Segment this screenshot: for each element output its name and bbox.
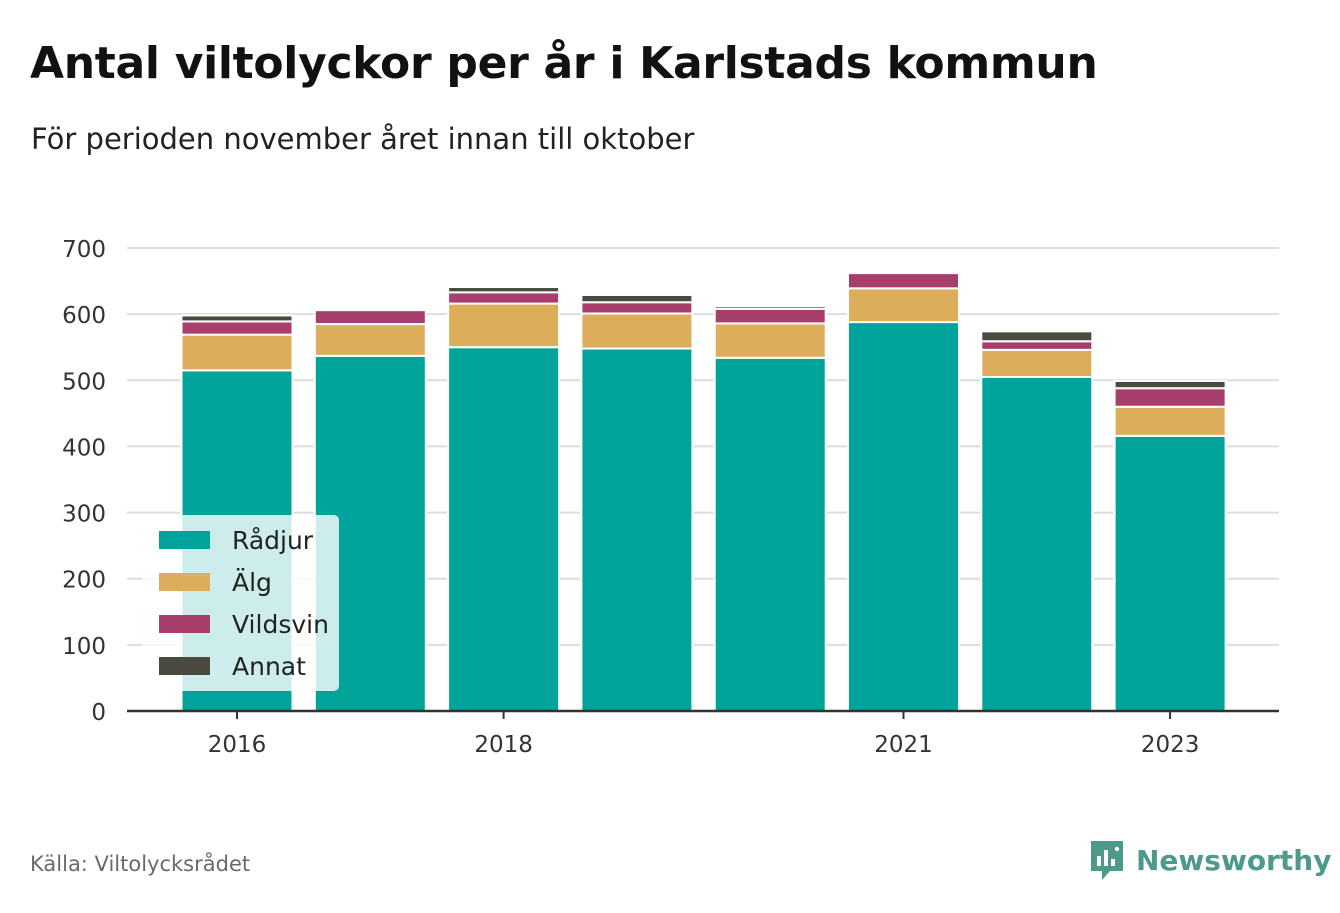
- bar-segment-vildsvin-2020: [713, 307, 827, 325]
- bar-segment-annat-2018: [447, 286, 561, 294]
- x-tick-label: 2018: [474, 732, 533, 758]
- legend-swatch: [159, 657, 210, 675]
- bar-segment-annat-2019: [580, 293, 694, 304]
- chart-subtitle: För perioden november året innan till ok…: [31, 122, 695, 156]
- legend-label: Rådjur: [232, 526, 314, 555]
- bar-segment-rådjur-2019: [580, 347, 694, 712]
- bar-segment-rådjur-2021: [847, 321, 960, 712]
- bar-segment-älg-2018: [447, 302, 561, 349]
- legend-swatch: [159, 615, 210, 633]
- bar-segment-rådjur-2018: [447, 346, 561, 712]
- newsworthy-logo-icon: [1091, 841, 1123, 880]
- legend-label: Annat: [232, 652, 306, 681]
- y-axis-tick-labels: 0 100 200 300 400 500 600 700: [62, 237, 106, 726]
- bar-segment-rådjur-2022: [980, 375, 1094, 712]
- bar-segment-vildsvin-2022: [980, 340, 1094, 351]
- y-tick-label: 500: [62, 369, 106, 395]
- brand-logo: Newsworthy: [1088, 838, 1331, 882]
- x-axis: 2016 2018 2021 2023: [127, 709, 1279, 758]
- bar-segment-älg-2021: [847, 287, 960, 324]
- x-tick-label: 2016: [208, 732, 267, 758]
- bar-segment-älg-2017: [313, 323, 427, 357]
- brand-name: Newsworthy: [1136, 843, 1332, 877]
- bar-segment-älg-2022: [980, 348, 1094, 378]
- y-tick-label: 400: [62, 435, 106, 461]
- bar-segment-älg-2023: [1113, 405, 1227, 437]
- bar-segment-vildsvin-2023: [1113, 387, 1227, 408]
- x-tick-label: 2023: [1141, 732, 1200, 758]
- legend-box: [142, 515, 339, 691]
- bar-segment-vildsvin-2018: [447, 291, 561, 305]
- legend-item-vildsvin: Vildsvin: [159, 610, 329, 639]
- bar-segment-älg-2016: [180, 333, 294, 372]
- bar-stack-2022: [980, 330, 1094, 712]
- y-tick-label: 600: [62, 303, 106, 329]
- source-note: Källa: Viltolycksrådet: [30, 852, 251, 876]
- bar-segment-vildsvin-2017: [313, 309, 427, 326]
- bar-segment-älg-2019: [580, 312, 694, 350]
- bar-segment-vildsvin-2016: [180, 320, 294, 336]
- y-tick-label: 0: [91, 700, 106, 726]
- bar-segment-rådjur-2023: [1113, 434, 1227, 712]
- legend: Rådjur Älg Vildsvin Annat: [142, 515, 339, 691]
- bar-segment-annat-2020: [713, 305, 827, 310]
- bar-segment-annat-2023: [1113, 379, 1227, 390]
- legend-label: Vildsvin: [232, 610, 329, 639]
- bar-stack-2018: [447, 286, 561, 712]
- bar-segment-vildsvin-2021: [847, 272, 960, 290]
- x-tick-label: 2021: [874, 732, 933, 758]
- bar-segment-annat-2022: [980, 330, 1094, 343]
- bar-stack-2023: [1113, 379, 1227, 712]
- bar-segment-vildsvin-2019: [580, 301, 694, 315]
- legend-label: Älg: [232, 568, 272, 597]
- legend-swatch: [159, 573, 210, 591]
- legend-item-älg: Älg: [159, 568, 272, 597]
- bar-segment-älg-2020: [713, 322, 827, 359]
- bar-segment-rådjur-2020: [713, 356, 827, 712]
- bar-stack-2020: [713, 305, 827, 712]
- y-tick-label: 300: [62, 502, 106, 528]
- y-tick-label: 200: [62, 568, 106, 594]
- legend-item-rådjur: Rådjur: [159, 526, 314, 555]
- legend-swatch: [159, 531, 210, 549]
- y-tick-label: 100: [62, 634, 106, 660]
- legend-item-annat: Annat: [159, 652, 306, 681]
- bar-stack-2019: [580, 293, 694, 712]
- bar-segment-annat-2016: [180, 314, 294, 323]
- bar-stack-2021: [847, 272, 960, 712]
- y-tick-label: 700: [62, 237, 106, 263]
- chart-title: Antal viltolyckor per år i Karlstads kom…: [30, 38, 1098, 89]
